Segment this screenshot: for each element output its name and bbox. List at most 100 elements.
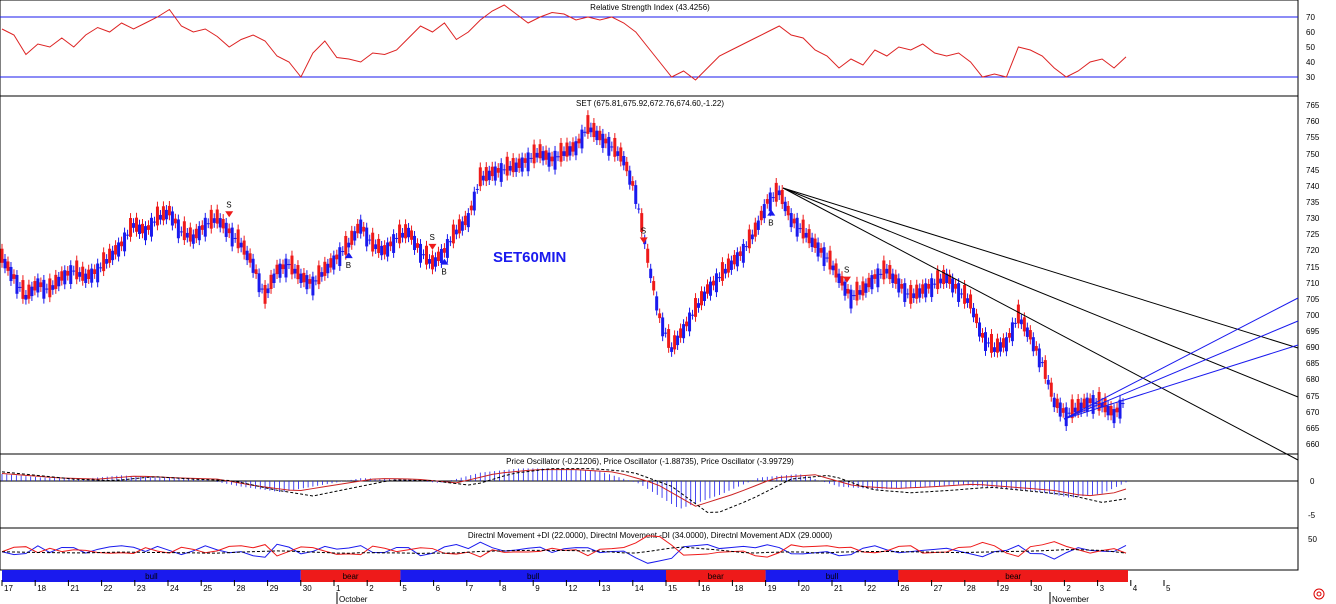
day-label: 17 xyxy=(4,584,13,593)
candle-body xyxy=(619,147,623,162)
candle-body xyxy=(703,291,706,301)
candle-body xyxy=(374,244,378,250)
candle-body xyxy=(69,265,73,284)
price-tick: 660 xyxy=(1306,440,1320,449)
candle-body xyxy=(200,225,204,230)
candle-body xyxy=(1049,382,1053,397)
candle-body xyxy=(930,278,934,298)
day-label: 30 xyxy=(303,584,312,593)
candle-body xyxy=(290,255,294,275)
candle-body xyxy=(1112,409,1116,424)
candle-body xyxy=(260,288,264,290)
candle-body xyxy=(741,243,745,263)
candle-body xyxy=(789,213,793,228)
candle-body xyxy=(102,252,106,272)
trend-band xyxy=(765,570,899,582)
candle-body xyxy=(676,335,680,346)
buy-marker: B xyxy=(441,268,446,277)
candle-body xyxy=(906,293,910,295)
candle-body xyxy=(410,230,414,240)
candle-body xyxy=(451,224,455,244)
candle-body xyxy=(867,277,871,288)
day-label: 19 xyxy=(768,584,777,593)
candle-body xyxy=(93,269,97,274)
candle-body xyxy=(179,231,183,233)
candle-body xyxy=(957,283,961,302)
candle-body xyxy=(1115,407,1119,413)
price-tick: 760 xyxy=(1306,117,1320,126)
candle-body xyxy=(798,228,802,230)
candle-body xyxy=(1082,398,1086,409)
price-tick: 740 xyxy=(1306,182,1320,191)
buy-arrow-icon xyxy=(344,252,353,259)
set60min-label: SET60MIN xyxy=(493,249,566,266)
price-tick: 725 xyxy=(1306,230,1320,239)
candle-body xyxy=(320,272,324,277)
candle-body xyxy=(1010,322,1014,342)
candle-body xyxy=(1052,397,1056,408)
candle-body xyxy=(744,246,748,248)
candle-body xyxy=(1031,337,1035,352)
rsi-layer xyxy=(0,4,1298,81)
candle-body xyxy=(625,161,629,172)
candle-body xyxy=(995,338,999,353)
candle-body xyxy=(422,254,425,256)
osc-tick: 0 xyxy=(1310,477,1315,486)
candle-body xyxy=(18,286,22,288)
candle-body xyxy=(362,226,366,232)
candle-body xyxy=(212,218,216,223)
candle-body xyxy=(155,206,159,226)
candle-body xyxy=(726,258,730,273)
candle-body xyxy=(42,279,46,299)
candle-body xyxy=(816,242,820,257)
candle-body xyxy=(21,280,25,299)
candle-body xyxy=(732,254,736,265)
day-label: 30 xyxy=(1033,584,1042,593)
candle-body xyxy=(413,235,417,251)
day-label: 15 xyxy=(668,584,677,593)
candle-body xyxy=(1073,407,1077,413)
sell-marker: S xyxy=(429,233,434,242)
corner-logo-icon xyxy=(1313,588,1325,600)
day-label: 2 xyxy=(369,584,374,593)
candle-body xyxy=(45,288,49,290)
candle-body xyxy=(499,163,503,182)
candle-body xyxy=(463,215,467,226)
candle-body xyxy=(105,259,109,264)
candle-body xyxy=(161,206,165,221)
candle-body xyxy=(795,217,799,237)
candle-body xyxy=(224,222,228,237)
candle-body xyxy=(924,283,928,298)
dmi-layer xyxy=(1,535,1127,564)
candle-body xyxy=(63,270,67,285)
candle-body xyxy=(27,284,31,299)
candle-body xyxy=(209,209,213,229)
candle-body xyxy=(12,274,16,279)
candle-body xyxy=(804,232,808,238)
day-label: 18 xyxy=(734,584,743,593)
candle-body xyxy=(57,276,61,287)
candle-body xyxy=(1001,338,1005,348)
day-label: 25 xyxy=(203,584,212,593)
price-title: SET (675.81,675.92,672.76,674.60,-1.22) xyxy=(576,99,724,108)
candle-body xyxy=(305,275,309,290)
candle-body xyxy=(720,262,724,281)
candle-body xyxy=(759,210,763,221)
candle-body xyxy=(239,242,243,248)
candle-body xyxy=(951,278,955,293)
candle-body xyxy=(960,293,964,295)
candle-body xyxy=(81,266,85,281)
candle-body xyxy=(768,192,772,212)
candle-body xyxy=(975,313,979,324)
downtrend-line xyxy=(782,187,1299,398)
candle-body xyxy=(849,289,853,309)
candle-body xyxy=(936,270,940,290)
candle-body xyxy=(909,284,913,304)
candle-body xyxy=(783,201,787,212)
candle-body xyxy=(861,281,865,296)
candle-body xyxy=(427,259,431,264)
candle-body xyxy=(475,188,479,190)
candle-body xyxy=(978,322,982,337)
candle-body xyxy=(649,268,653,279)
